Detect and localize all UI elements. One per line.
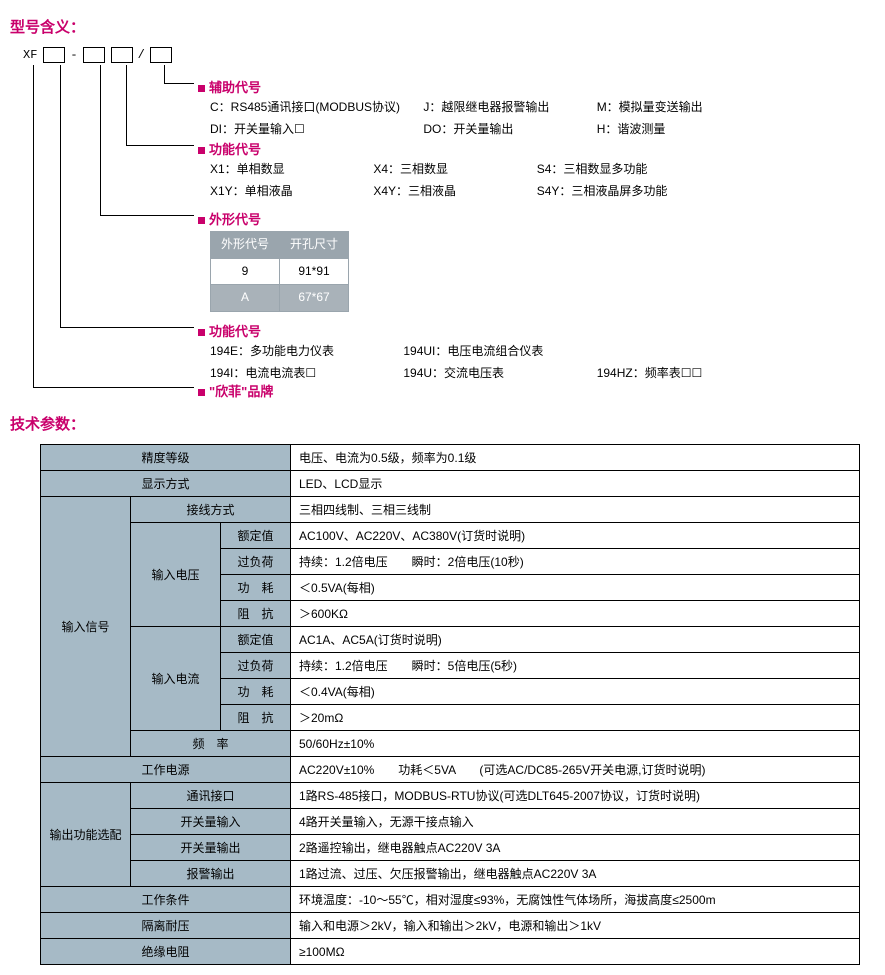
box-3 xyxy=(111,47,133,63)
shape-head: 外形代号 xyxy=(198,209,261,228)
aux-body: C：RS485通讯接口(MODBUS协议) J：越限继电器报警输出 M：模拟量变… xyxy=(210,97,850,140)
func2-head: 功能代号 xyxy=(198,139,261,158)
sep-slash: / xyxy=(136,48,147,62)
shape-table: 外形代号开孔尺寸 991*91 A67*67 xyxy=(210,231,349,312)
model-diagram: XF - / 辅助代号 C：RS485通讯接口(MODBUS协议) J：越限继电… xyxy=(20,47,875,407)
func1-head: 功能代号 xyxy=(198,321,261,340)
spec-table: 精度等级 电压、电流为0.5级，频率为0.1级 显示方式 LED、LCD显示 输… xyxy=(40,444,860,965)
box-1 xyxy=(43,47,65,63)
aux-head: 辅助代号 xyxy=(198,77,261,96)
model-prefix: XF xyxy=(20,48,40,62)
spec-row-label: 精度等级 xyxy=(41,445,291,471)
spec-row-value: 电压、电流为0.5级，频率为0.1级 xyxy=(291,445,860,471)
func1-body: 194E：多功能电力仪表 194UI：电压电流组合仪表 194I：电流电流表☐ … xyxy=(210,341,850,384)
box-4 xyxy=(150,47,172,63)
model-meaning-title: 型号含义： xyxy=(10,16,875,37)
tech-title: 技术参数： xyxy=(10,413,875,434)
func2-body: X1：单相数显 X4：三相数显 S4：三相数显多功能 X1Y：单相液晶 X4Y：… xyxy=(210,159,850,202)
brand-head: "欣菲"品牌 xyxy=(198,381,273,400)
model-code-boxes: XF - / xyxy=(20,47,175,63)
shape-table-wrap: 外形代号开孔尺寸 991*91 A67*67 xyxy=(210,231,349,312)
sep-dash: - xyxy=(68,48,79,62)
box-2 xyxy=(83,47,105,63)
